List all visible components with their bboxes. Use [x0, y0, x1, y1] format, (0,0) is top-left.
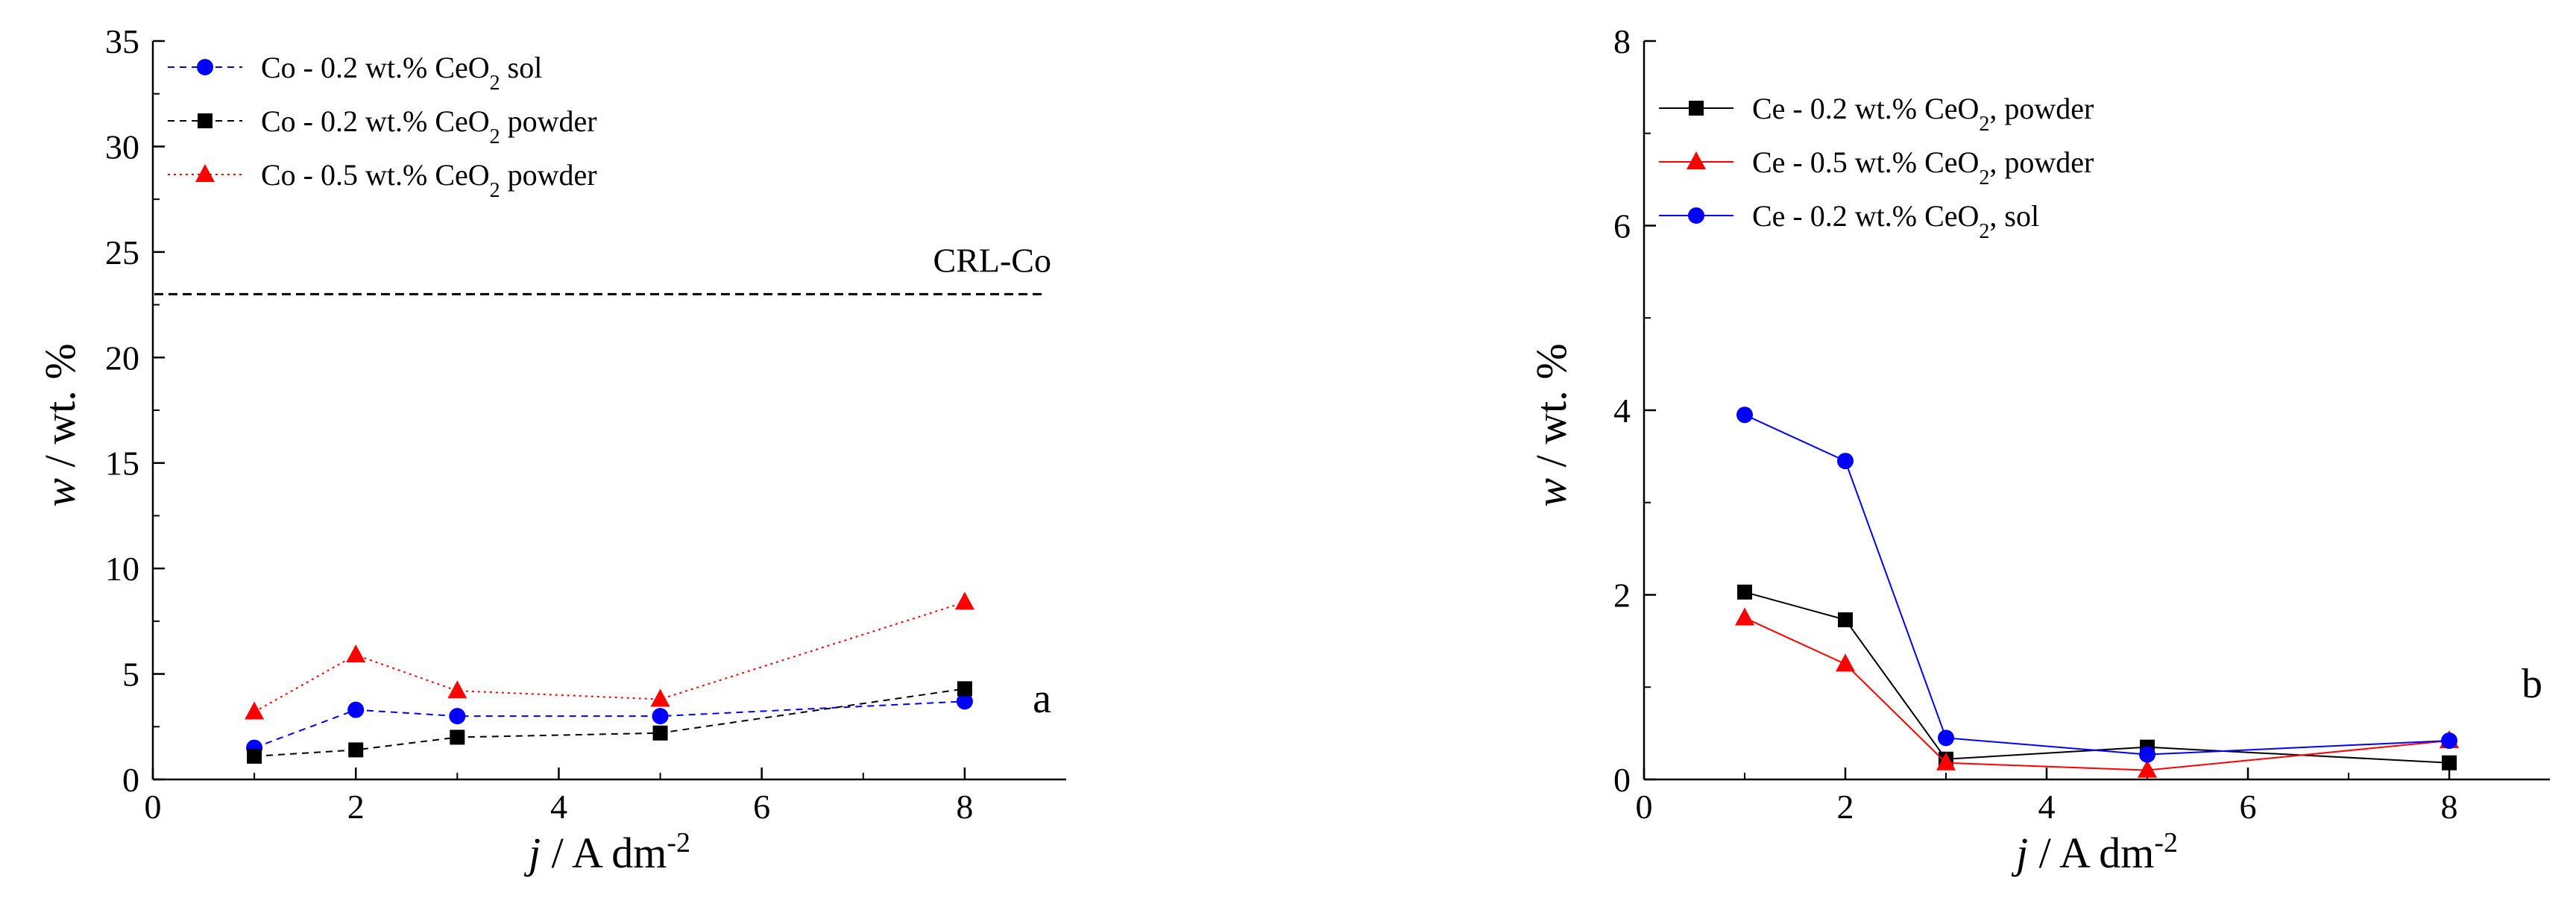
y-axis-title: w / wt. % — [36, 343, 84, 506]
x-tick-label: 6 — [753, 788, 770, 826]
series-line-3 — [253, 601, 966, 713]
data-point-series-2 — [652, 725, 668, 741]
data-point-series-1 — [449, 708, 466, 725]
data-point-series-2 — [957, 681, 972, 697]
data-point-series-2 — [348, 742, 364, 758]
x-tick-label: 8 — [956, 788, 973, 826]
x-tick-label: 4 — [2038, 788, 2056, 826]
data-point-series-1 — [1737, 584, 1752, 600]
legend-label: Ce - 0.5 wt.% CeO2, powder — [1752, 145, 2094, 189]
data-point-series-1 — [652, 708, 669, 725]
chart-panel-a: 0 2 4 6 8 0 5 10 15 20 25 30 35 j / A dm-2 w / wt. % CR… — [36, 22, 1066, 877]
data-point-series-3 — [2441, 732, 2457, 750]
y-tick-label: 0 — [122, 761, 139, 799]
y-tick-label: 0 — [1613, 761, 1631, 799]
y-tick-label: 10 — [105, 550, 139, 588]
legend-label: Co - 0.5 wt.% CeO2 powder — [261, 158, 597, 202]
data-point-series-2 — [1836, 653, 1855, 672]
x-tick-label: 0 — [145, 788, 162, 826]
data-point-series-2 — [450, 729, 465, 745]
data-point-series-3 — [1938, 729, 1954, 747]
data-point-series-1 — [956, 693, 973, 710]
legend-marker — [198, 113, 212, 128]
reference-line-label: CRL-Co — [933, 241, 1051, 279]
y-tick-label: 8 — [1613, 22, 1631, 60]
x-tick-label: 6 — [2240, 788, 2257, 826]
legend-marker — [195, 164, 215, 182]
legend-label: Co - 0.2 wt.% CeO2 powder — [261, 104, 597, 148]
y-tick-label: 15 — [105, 445, 139, 483]
x-tick-label: 4 — [550, 788, 567, 826]
data-point-series-2 — [247, 748, 262, 764]
data-point-series-2 — [1735, 607, 1754, 626]
series-line-2 — [1744, 617, 2450, 771]
y-tick-label: 25 — [105, 233, 139, 271]
legend-label: Ce - 0.2 wt.% CeO2, sol — [1752, 199, 2039, 243]
data-point-series-3 — [346, 644, 366, 663]
data-point-series-1 — [1838, 612, 1853, 627]
data-point-series-3 — [650, 688, 670, 707]
data-point-series-3 — [954, 591, 974, 610]
x-axis-title: j / A dm-2 — [523, 827, 690, 877]
y-tick-label: 5 — [122, 656, 139, 694]
data-point-series-3 — [1837, 453, 1854, 470]
x-tick-label: 2 — [347, 788, 365, 826]
data-point-series-3 — [1736, 407, 1753, 424]
data-point-series-3 — [2139, 746, 2155, 763]
series-line-1 — [253, 700, 965, 749]
y-tick-label: 35 — [105, 22, 139, 60]
data-point-series-3 — [245, 701, 265, 720]
chart-panel-b: 0 2 4 6 8 0 2 4 6 8 j / A dm-2 w / wt. % Ce - 0.2 wt… — [1527, 22, 2550, 877]
y-tick-label: 6 — [1613, 207, 1631, 245]
legend-marker — [197, 59, 213, 75]
legend-marker — [1688, 207, 1704, 224]
x-tick-label: 8 — [2441, 788, 2458, 826]
y-tick-label: 30 — [105, 128, 139, 166]
panel-letter: b — [2522, 661, 2542, 707]
y-tick-label: 2 — [1613, 577, 1631, 615]
y-tick-label: 20 — [105, 339, 139, 377]
data-point-series-1 — [347, 701, 365, 718]
y-tick-label: 4 — [1613, 392, 1631, 430]
data-point-series-2 — [1936, 752, 1956, 770]
legend-label: Co - 0.2 wt.% CeO2 sol — [261, 51, 542, 95]
legend-marker — [1687, 151, 1706, 169]
y-axis-title: w / wt. % — [1527, 343, 1575, 506]
x-tick-label: 0 — [1636, 788, 1653, 826]
panel-letter: a — [1033, 676, 1051, 722]
x-axis-title: j / A dm-2 — [2011, 827, 2178, 877]
x-tick-label: 2 — [1837, 788, 1854, 826]
data-point-series-1 — [2442, 755, 2457, 770]
data-point-series-2 — [2138, 759, 2157, 778]
data-point-series-3 — [447, 680, 467, 699]
legend-label: Ce - 0.2 wt.% CeO2, powder — [1752, 92, 2094, 136]
legend-marker — [1689, 101, 1704, 116]
